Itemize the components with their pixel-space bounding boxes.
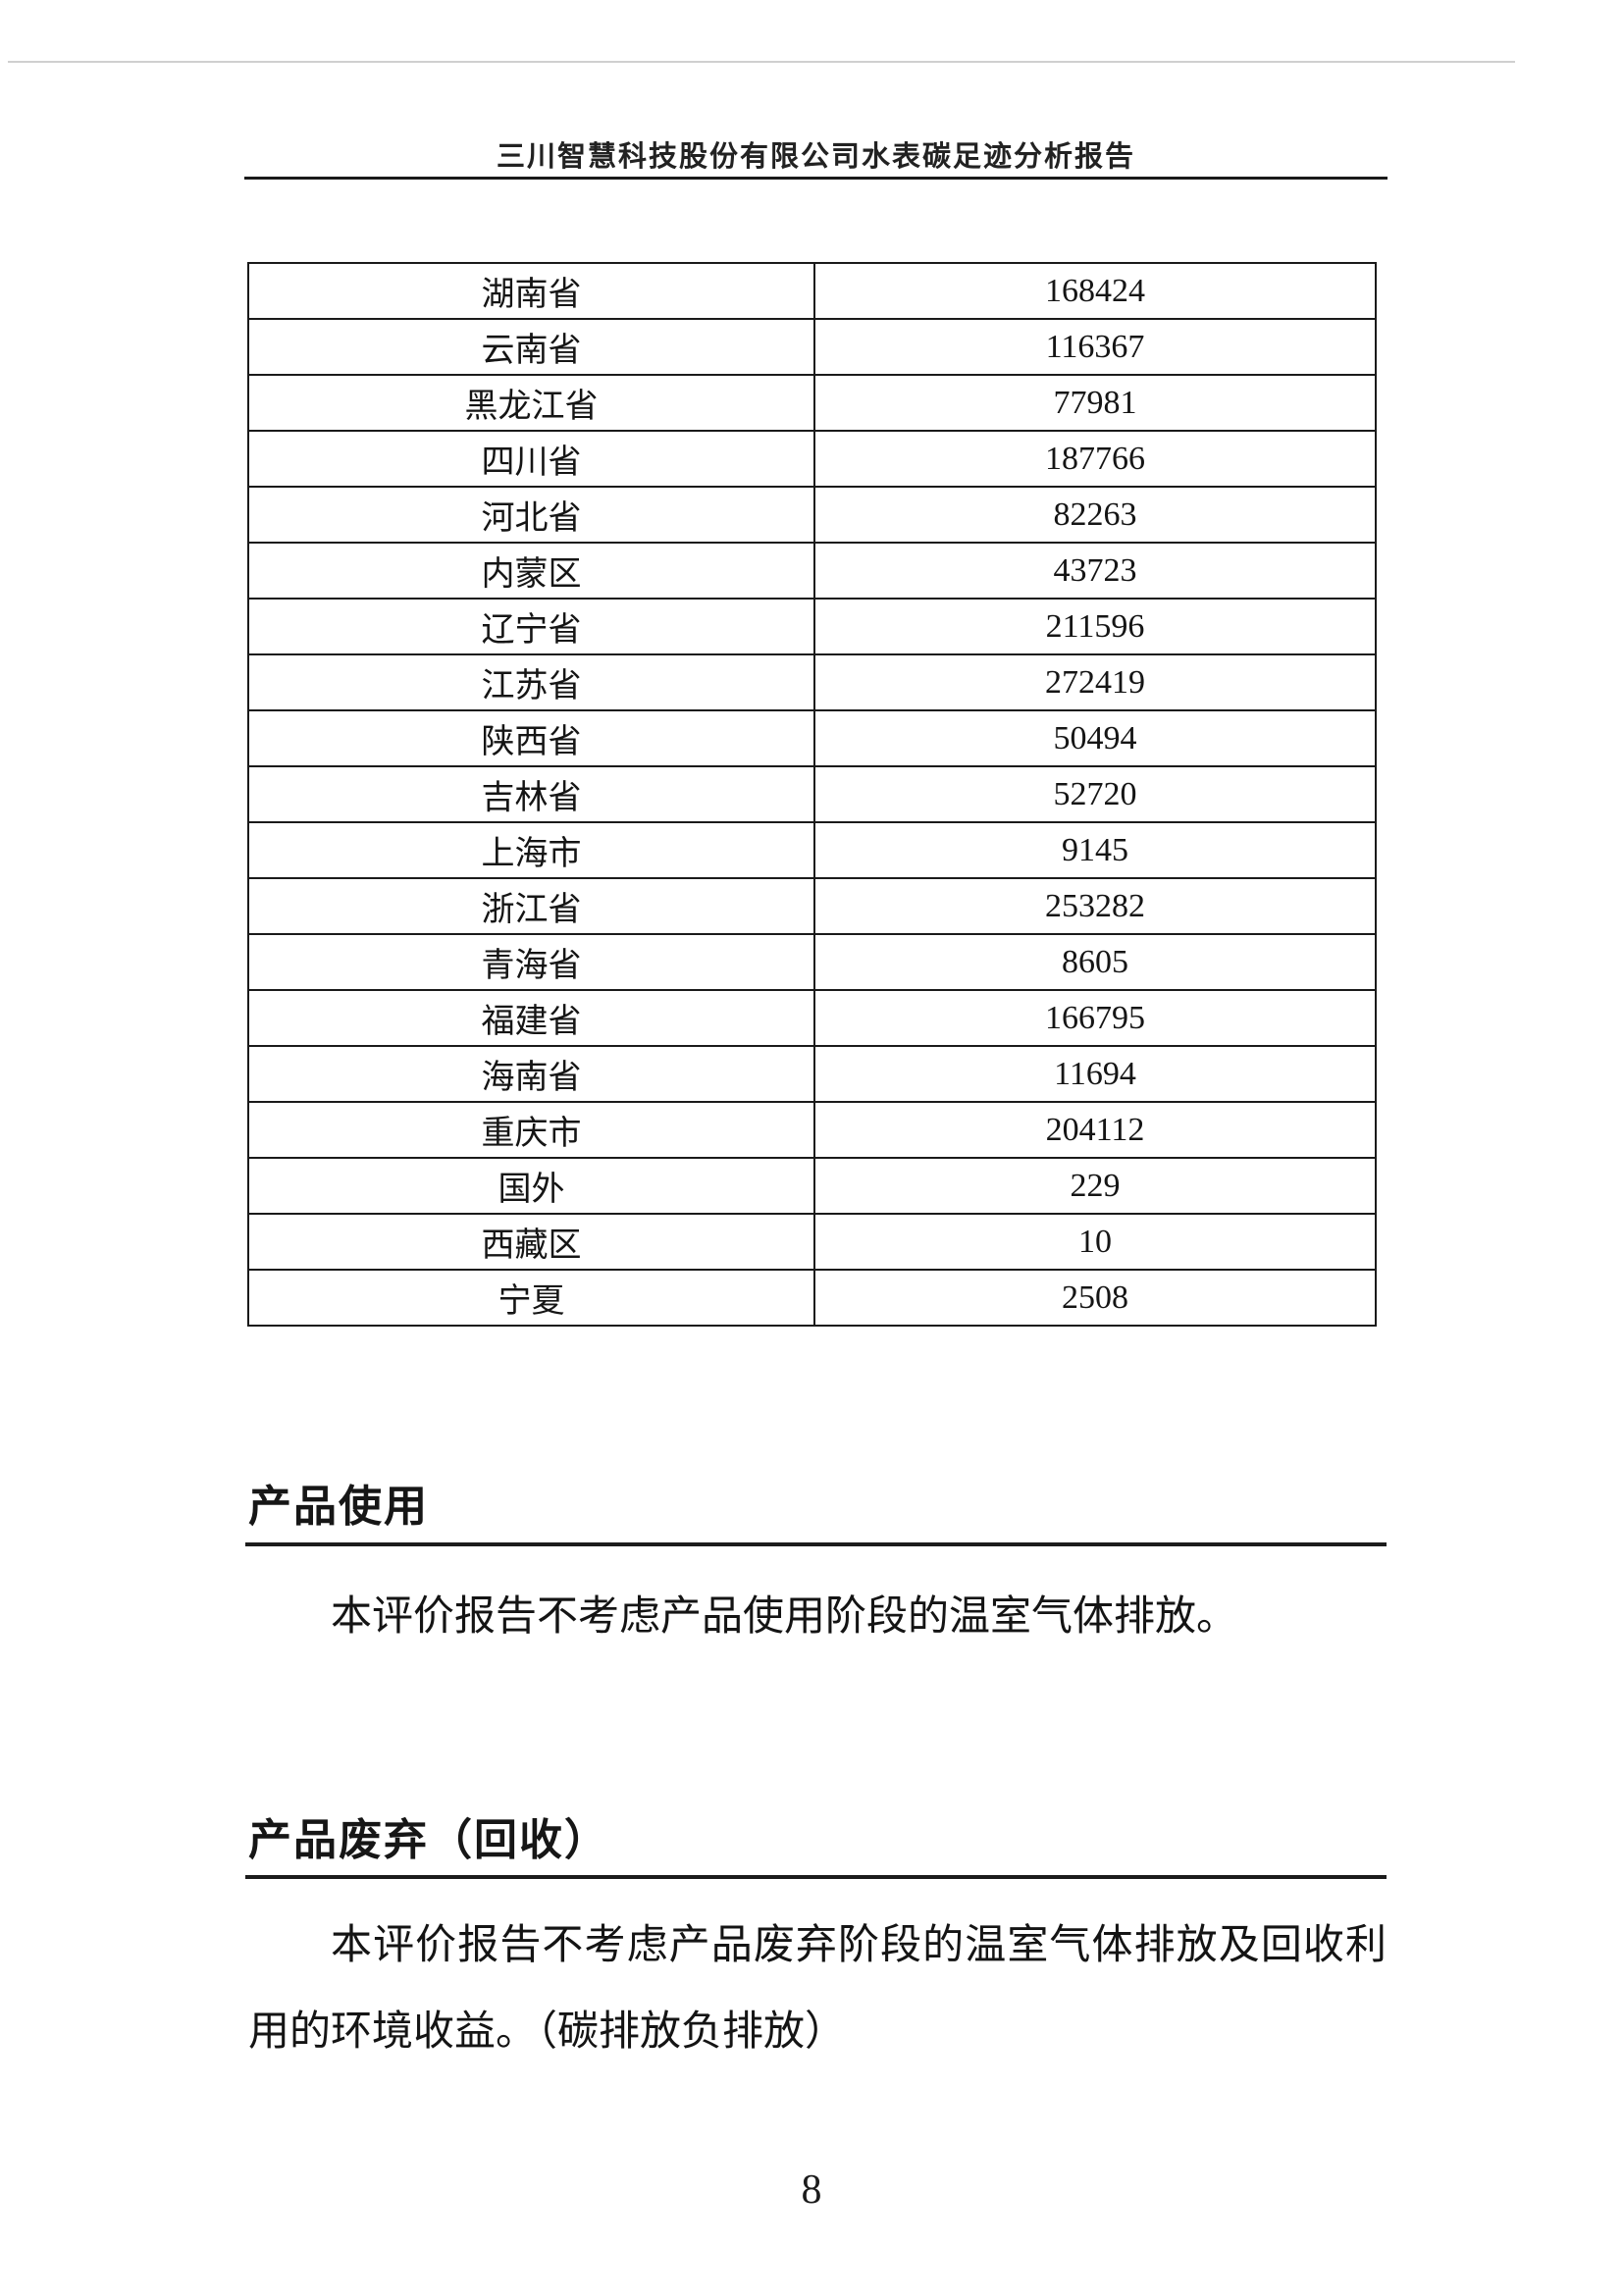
region-cell: 辽宁省	[247, 598, 815, 655]
value-cell: 52720	[813, 765, 1377, 823]
table-row: 云南省 116367	[247, 318, 1377, 376]
region-cell: 湖南省	[247, 262, 815, 320]
province-table-body: 湖南省 168424 云南省 116367 黑龙江省 77981 四川省 187…	[247, 262, 1377, 1327]
value-cell: 82263	[813, 486, 1377, 544]
region-cell: 四川省	[247, 430, 815, 488]
region-cell: 河北省	[247, 486, 815, 544]
region-cell: 宁夏	[247, 1269, 815, 1327]
section-rule-product-disposal	[245, 1875, 1387, 1879]
region-cell: 国外	[247, 1157, 815, 1215]
table-row: 黑龙江省 77981	[247, 374, 1377, 432]
region-cell: 重庆市	[247, 1101, 815, 1159]
region-cell: 陕西省	[247, 709, 815, 767]
table-row: 宁夏 2508	[247, 1269, 1377, 1327]
region-cell: 黑龙江省	[247, 374, 815, 432]
region-cell: 海南省	[247, 1045, 815, 1103]
table-row: 重庆市 204112	[247, 1101, 1377, 1159]
scan-artifact-line	[8, 61, 1515, 63]
table-row: 上海市 9145	[247, 821, 1377, 879]
value-cell: 168424	[813, 262, 1377, 320]
value-cell: 50494	[813, 709, 1377, 767]
table-row: 吉林省 52720	[247, 765, 1377, 823]
region-cell: 云南省	[247, 318, 815, 376]
region-cell: 西藏区	[247, 1213, 815, 1271]
table-row: 福建省 166795	[247, 989, 1377, 1047]
value-cell: 229	[813, 1157, 1377, 1215]
section-heading-product-use: 产品使用	[248, 1483, 429, 1531]
value-cell: 204112	[813, 1101, 1377, 1159]
page-number: 8	[801, 2167, 822, 2213]
value-cell: 272419	[813, 653, 1377, 711]
value-cell: 211596	[813, 598, 1377, 655]
table-row: 青海省 8605	[247, 933, 1377, 991]
value-cell: 11694	[813, 1045, 1377, 1103]
value-cell: 166795	[813, 989, 1377, 1047]
region-cell: 浙江省	[247, 877, 815, 935]
region-cell: 福建省	[247, 989, 815, 1047]
region-cell: 上海市	[247, 821, 815, 879]
value-cell: 2508	[813, 1269, 1377, 1327]
page-header-title: 三川智慧科技股份有限公司水表碳足迹分析报告	[496, 141, 1135, 173]
value-cell: 43723	[813, 542, 1377, 600]
paragraph-product-use: 本评价报告不考虑产品使用阶段的温室气体排放。	[331, 1594, 1238, 1640]
table-row: 湖南省 168424	[247, 262, 1377, 320]
section-heading-product-disposal: 产品废弃（回收）	[248, 1816, 609, 1864]
region-cell: 内蒙区	[247, 542, 815, 600]
table-row: 四川省 187766	[247, 430, 1377, 488]
table-row: 浙江省 253282	[247, 877, 1377, 935]
table-row: 西藏区 10	[247, 1213, 1377, 1271]
table-row: 国外 229	[247, 1157, 1377, 1215]
value-cell: 10	[813, 1213, 1377, 1271]
value-cell: 77981	[813, 374, 1377, 432]
region-cell: 青海省	[247, 933, 815, 991]
region-cell: 吉林省	[247, 765, 815, 823]
value-cell: 8605	[813, 933, 1377, 991]
value-cell: 9145	[813, 821, 1377, 879]
table-row: 江苏省 272419	[247, 653, 1377, 711]
province-emissions-table: 湖南省 168424 云南省 116367 黑龙江省 77981 四川省 187…	[247, 262, 1377, 1327]
region-cell: 江苏省	[247, 653, 815, 711]
value-cell: 187766	[813, 430, 1377, 488]
section-rule-product-use	[245, 1542, 1387, 1546]
table-row: 河北省 82263	[247, 486, 1377, 544]
value-cell: 253282	[813, 877, 1377, 935]
table-row: 辽宁省 211596	[247, 598, 1377, 655]
page-header-rule	[244, 177, 1387, 180]
table-row: 海南省 11694	[247, 1045, 1377, 1103]
paragraph-product-disposal: 本评价报告不考虑产品废弃阶段的温室气体排放及回收利用的环境收益。（碳排放负排放）	[248, 1923, 1387, 2055]
table-row: 陕西省 50494	[247, 709, 1377, 767]
value-cell: 116367	[813, 318, 1377, 376]
table-row: 内蒙区 43723	[247, 542, 1377, 600]
